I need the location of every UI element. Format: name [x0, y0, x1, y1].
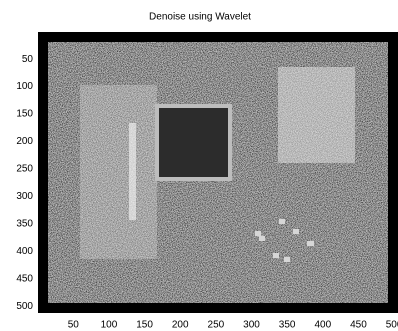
y-tick-label: 500 [16, 301, 33, 312]
x-tick-label: 50 [68, 320, 80, 331]
y-tick-label: 250 [16, 164, 33, 175]
left-rectangle [80, 85, 157, 259]
x-tick-label: 350 [279, 320, 296, 331]
figure: Denoise using Wavelet 50 100 150 200 250 300 3… [0, 0, 398, 331]
chart-title: Denoise using Wavelet [149, 12, 251, 23]
dark-square [159, 108, 228, 177]
x-tick-label: 200 [172, 320, 189, 331]
y-tick-label: 150 [16, 109, 33, 120]
vertical-bar [129, 123, 136, 220]
y-tick-label: 450 [16, 273, 33, 284]
right-square [278, 67, 355, 163]
y-tick-label: 300 [16, 191, 33, 202]
y-tick-label: 350 [16, 218, 33, 229]
image [38, 32, 398, 313]
x-tick-label: 100 [101, 320, 118, 331]
x-tick-label: 150 [136, 320, 153, 331]
y-tick-label: 400 [16, 246, 33, 257]
x-tick-label: 500 [386, 320, 398, 331]
y-tick-label: 50 [22, 54, 34, 65]
x-tick-label: 450 [350, 320, 367, 331]
y-tick-label: 200 [16, 136, 33, 147]
y-tick-label: 100 [16, 81, 33, 92]
x-tick-label: 300 [243, 320, 260, 331]
x-tick-label: 250 [208, 320, 225, 331]
x-tick-label: 400 [314, 320, 331, 331]
